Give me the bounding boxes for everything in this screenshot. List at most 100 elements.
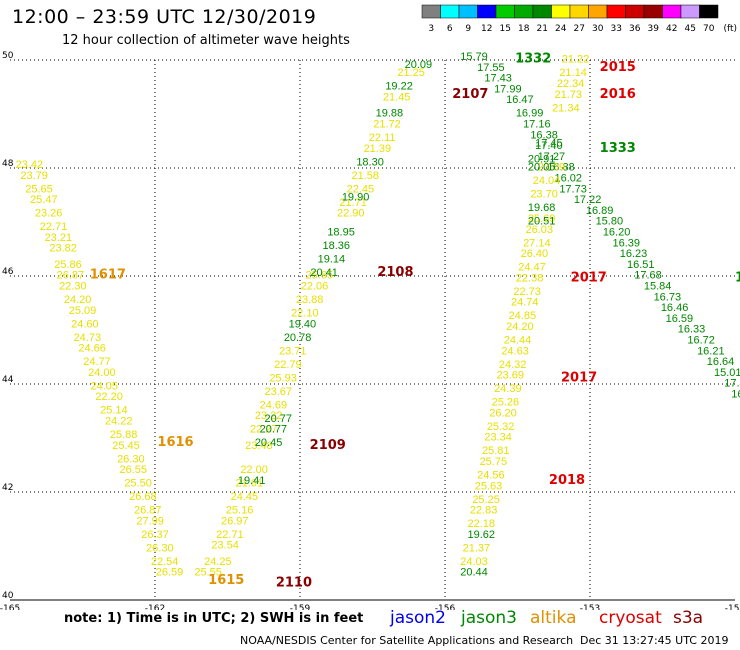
swh-value-jason3: 17.55 [477, 62, 505, 74]
swh-value-altika: 22.20 [95, 391, 123, 403]
swh-value-altika: 25.50 [124, 478, 152, 490]
units-note: note: 1) Time is in UTC; 2) SWH is in fe… [64, 611, 364, 626]
swh-value-altika: 26.87 [134, 505, 162, 517]
swh-value-jason3: 19.68 [528, 202, 556, 214]
swh-value-altika: 23.21 [45, 232, 73, 244]
legend-altika: altika [530, 608, 577, 628]
swh-value-altika: 26.40 [521, 248, 549, 260]
swh-value-jason3: 19.22 [385, 81, 413, 93]
pass-label: 2016 [600, 87, 636, 102]
wave-height-map: -165 -162 -159 -156 -153 -150 50 48 46 44 42 40 23.4… [0, 51, 740, 610]
swh-value-altika: 22.90 [337, 208, 365, 220]
swh-value-altika: 23.09 [538, 162, 566, 174]
swh-value-jason3: 17.43 [484, 73, 512, 85]
swh-value-altika: 24.44 [504, 335, 532, 347]
swh-value-altika: 22.18 [467, 518, 495, 530]
swh-value-jason3: 20.41 [310, 267, 338, 279]
swh-value-altika: 25.14 [100, 405, 128, 417]
swh-value-jason3: 16.51 [627, 259, 655, 271]
swh-value-altika: 23.48 [245, 440, 273, 452]
swh-value-jason3: 20.44 [460, 567, 488, 579]
swh-value-altika: 26.59 [156, 567, 184, 579]
swh-value-altika: 25.69 [528, 213, 556, 225]
swh-value-altika: 25.63 [475, 480, 503, 492]
swh-value-altika: 26.30 [117, 453, 145, 465]
lon-tick-label: -162 [145, 604, 165, 610]
swh-value-altika: 24.22 [105, 416, 133, 428]
swh-value-altika: 22.71 [216, 529, 244, 541]
pass-label: 1333 [600, 141, 636, 156]
swh-value-jason3: 16.46 [661, 302, 689, 314]
pass-label: 1615 [208, 573, 244, 588]
swh-value-altika: 25.65 [306, 270, 334, 282]
color-bin-label: 18 [518, 24, 530, 34]
swh-value-jason3: 16 [731, 389, 740, 401]
lat-tick-label: 50 [2, 51, 14, 61]
swh-value-altika: 22.30 [59, 281, 87, 293]
swh-value-altika: 21.72 [373, 119, 401, 131]
swh-value-altika: 22.79 [274, 359, 302, 371]
lon-tick-label: -153 [580, 604, 600, 610]
swh-value-jason3: 15.01 [714, 367, 740, 379]
swh-value-altika: 26.55 [119, 464, 147, 476]
swh-value-altika: 24.56 [477, 470, 505, 482]
swh-value-altika: 24.45 [231, 491, 259, 503]
pass-label: 2107 [452, 87, 488, 102]
lat-tick-label: 42 [2, 483, 13, 493]
pass-label: 1617 [90, 268, 126, 283]
swh-value-jason3: 20.45 [255, 437, 283, 449]
swh-value-altika: 23.82 [49, 243, 77, 255]
swh-value-altika: 21.14 [559, 67, 587, 79]
credit-line: NOAA/NESDIS Center for Satellite Applica… [240, 634, 574, 647]
swh-value-jason3: 17.73 [559, 183, 587, 195]
swh-value-altika: 24.85 [509, 310, 537, 322]
swh-value-altika: 26.30 [146, 542, 174, 554]
swh-value-altika: 22.38 [516, 272, 544, 284]
swh-value-altika: 26.20 [489, 407, 517, 419]
swh-value-altika: 23.67 [264, 386, 292, 398]
lon-tick-label: -156 [435, 604, 456, 610]
swh-value-jason3: 19.90 [342, 191, 370, 203]
swh-value-jason3: 16.38 [530, 129, 558, 141]
swh-value-jason3: 16.21 [697, 345, 725, 357]
swh-value-altika: 23.69 [496, 370, 524, 382]
swh-value-jason3: 16.20 [603, 227, 631, 239]
swh-value-jason3: 19.62 [467, 529, 495, 541]
pass-label: 2017 [561, 370, 597, 385]
swh-value-altika: 24.25 [204, 556, 232, 568]
swh-value-altika: 25.26 [492, 397, 520, 409]
map-subtitle: 12 hour collection of altimeter wave hei… [62, 33, 350, 48]
generated-timestamp: Dec 31 13:27:45 UTC 2019 [580, 634, 729, 647]
swh-value-altika: 24.20 [64, 294, 92, 306]
pass-label: 2015 [600, 60, 636, 75]
pass-label: 1616 [157, 435, 193, 450]
swh-value-jason3: 19.14 [318, 254, 346, 266]
swh-value-altika: 21.73 [554, 89, 582, 101]
swh-value-altika: 23.79 [20, 170, 48, 182]
color-bin-label: 39 [648, 24, 660, 34]
swh-value-jason3: 20.77 [260, 424, 288, 436]
swh-value-jason3: 17.68 [634, 270, 662, 282]
swh-value-altika: 26.03 [525, 224, 553, 236]
swh-value-jason3: 16.72 [687, 335, 715, 347]
pass-label: 2109 [310, 438, 346, 453]
swh-value-jason3: 16.73 [654, 291, 682, 303]
swh-value-jason3: 19.40 [289, 318, 317, 330]
swh-value-jason3: 17.40 [535, 140, 563, 152]
swh-value-jason3: 15.80 [596, 216, 624, 228]
swh-value-altika: 25.09 [69, 305, 97, 317]
color-bin-label: 33 [611, 24, 622, 34]
swh-value-altika: 23.71 [279, 345, 307, 357]
swh-value-altika: 24.60 [71, 318, 99, 330]
lat-tick-label: 40 [2, 591, 14, 601]
color-bin-label: 6 [447, 24, 453, 34]
swh-value-altika: 22.06 [301, 281, 329, 293]
color-bin-label: 15 [500, 24, 511, 34]
swh-value-jason3: 19.41 [238, 475, 266, 487]
swh-value-jason3: 17.27 [538, 151, 566, 163]
swh-value-jason3: 18.36 [322, 240, 350, 252]
color-scale-legend: 3 6 9 12 15 18 21 24 27 30 33 36 39 42 45 70 (ft) [421, 4, 737, 34]
swh-value-jason3: 17.22 [574, 194, 602, 206]
legend-s3a: s3a [673, 608, 704, 628]
lat-tick-label: 46 [2, 267, 14, 277]
